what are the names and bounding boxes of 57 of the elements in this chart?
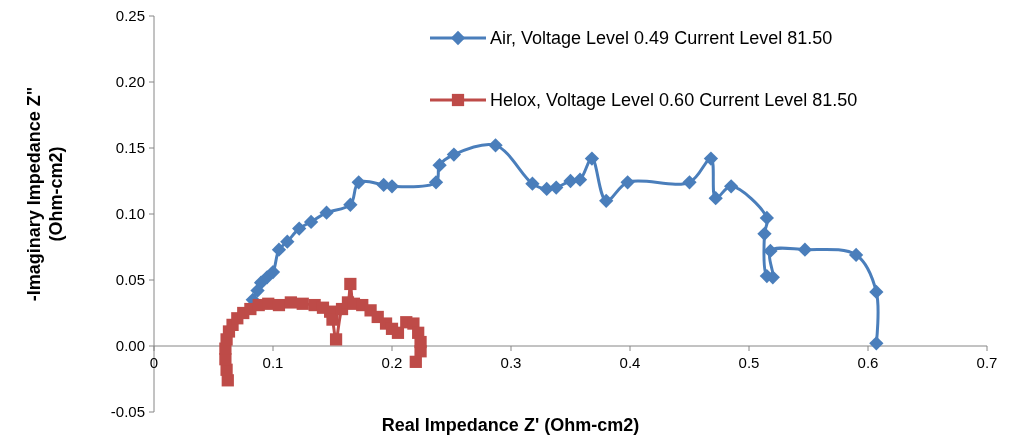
- point: [280, 234, 295, 249]
- point: [757, 226, 772, 241]
- point: [703, 151, 719, 166]
- y-tick-label: 0.05: [115, 271, 145, 289]
- point: [319, 205, 334, 220]
- point: [525, 176, 540, 191]
- point: [708, 191, 723, 206]
- x-tick-label: 0: [149, 354, 159, 371]
- point: [303, 214, 319, 230]
- y-axis-title: -Imaginary Impedance Z" (Ohm-cm2): [24, 86, 66, 302]
- y-tick-label: -0.05: [110, 403, 145, 421]
- y-tick-label: 0.10: [115, 205, 145, 223]
- point: [265, 264, 281, 280]
- point: [848, 247, 864, 263]
- x-tick-label: 0.5: [738, 354, 760, 371]
- legend-label: Helox, Voltage Level 0.60 Current Level 81.50: [490, 90, 858, 111]
- point: [620, 175, 635, 190]
- point: [488, 138, 503, 153]
- x-tick-label: 0.4: [619, 354, 641, 371]
- x-tick-label: 0.1: [262, 354, 284, 371]
- point: [446, 147, 462, 162]
- point: [351, 175, 366, 190]
- point: [329, 333, 343, 346]
- legend-label: Air, Voltage Level 0.49 Current Level 81.50: [490, 28, 833, 49]
- point: [584, 151, 600, 166]
- point: [271, 242, 287, 257]
- point: [759, 210, 774, 226]
- point: [599, 193, 614, 208]
- x-tick-label: 0.2: [381, 354, 403, 371]
- point: [724, 179, 739, 194]
- point: [220, 363, 233, 376]
- point: [572, 172, 588, 187]
- point: [343, 197, 358, 212]
- point: [428, 175, 444, 190]
- point: [391, 326, 405, 339]
- point: [292, 221, 307, 236]
- point: [409, 355, 422, 368]
- point: [432, 158, 447, 173]
- x-tick-label: 0.6: [857, 354, 879, 371]
- point: [869, 336, 884, 351]
- x-axis-title: Real Impedance Z' (Ohm-cm2): [381, 415, 640, 435]
- point: [682, 175, 697, 190]
- x-tick-label: 0.3: [500, 354, 522, 371]
- y-tick-label: 0.25: [115, 7, 145, 25]
- point: [549, 180, 564, 195]
- point: [797, 242, 813, 257]
- point: [344, 277, 357, 291]
- x-tick-label: 0.7: [976, 354, 998, 371]
- point: [869, 284, 884, 300]
- y-tick-label: 0.15: [115, 139, 145, 157]
- point: [272, 298, 286, 312]
- point: [284, 296, 297, 309]
- y-tick-label: 0.20: [115, 73, 145, 91]
- y-tick-label: 0.00: [115, 337, 145, 355]
- point: [414, 345, 427, 358]
- point: [296, 297, 309, 310]
- point: [763, 243, 778, 259]
